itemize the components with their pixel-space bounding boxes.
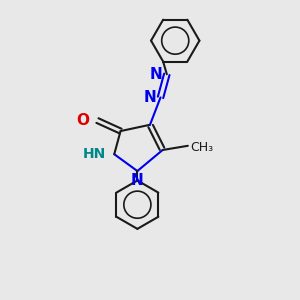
Text: N: N [144, 90, 156, 105]
Text: N: N [131, 173, 144, 188]
Text: O: O [76, 113, 89, 128]
Text: N: N [150, 67, 163, 82]
Text: HN: HN [82, 147, 106, 161]
Text: CH₃: CH₃ [190, 141, 213, 154]
